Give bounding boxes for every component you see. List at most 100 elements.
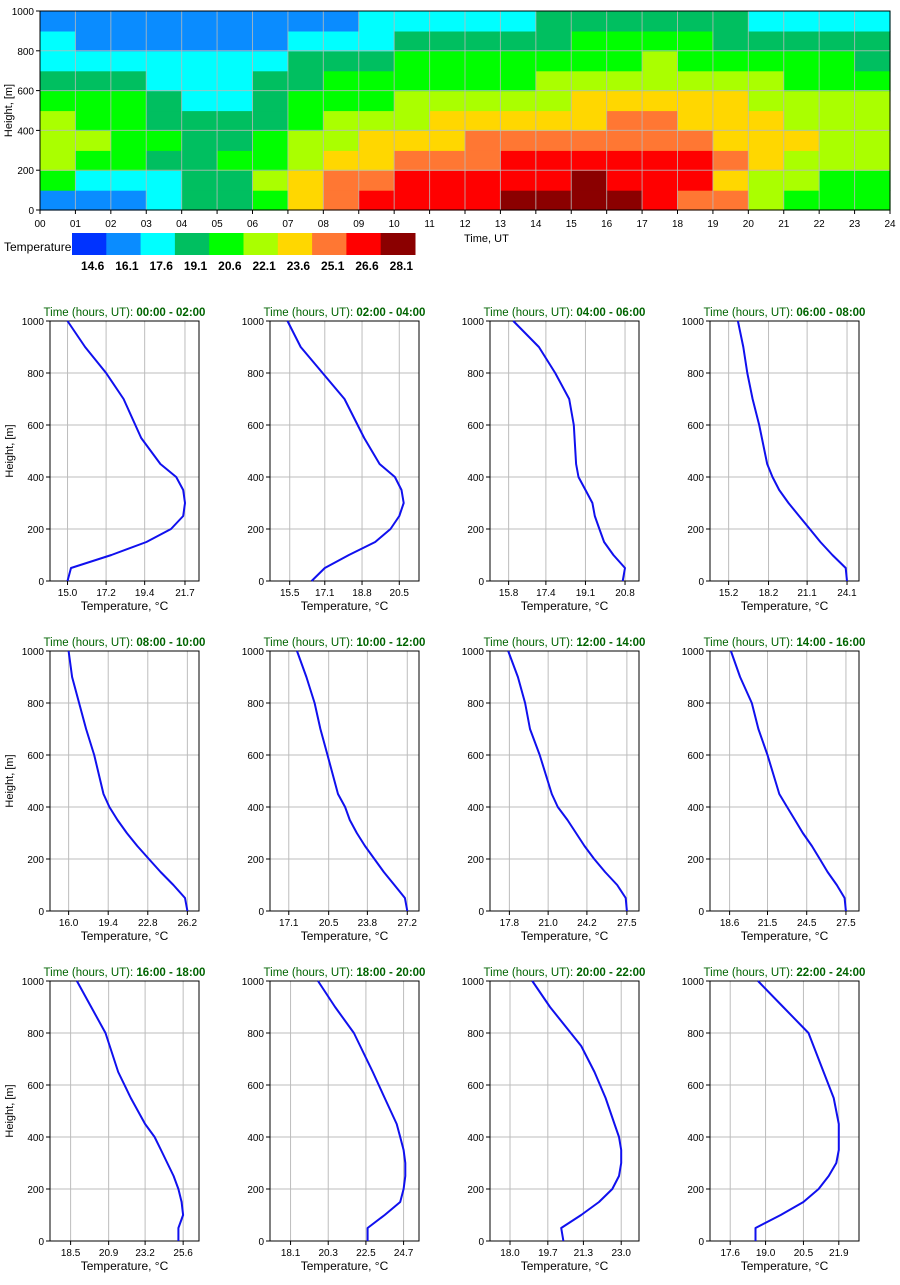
profile-x-axis-label: Temperature, °C [301, 599, 389, 613]
profile-panel: Time (hours, UT): 22:00 - 24:00 0 200 400 60… [682, 967, 866, 1273]
profile-frame [489, 320, 640, 582]
heatmap-cell [642, 170, 679, 191]
profile-panel: Time (hours, UT): 02:00 - 04:00 0 200 400 60… [242, 307, 426, 613]
heatmap-y-tick-label: 400 [17, 126, 34, 137]
heatmap-cell [748, 170, 785, 191]
heatmap-x-axis-label: Time, UT [464, 233, 509, 245]
heatmap-cell [146, 150, 183, 171]
heatmap-y-tick-label: 600 [17, 87, 34, 98]
profile-x-tick-label: 19.4 [98, 918, 118, 929]
heatmap-cell [394, 11, 431, 32]
heatmap-cell [110, 11, 147, 32]
heatmap-cell [323, 11, 360, 32]
heatmap-cell [146, 190, 183, 211]
profile-y-tick-label: 800 [467, 369, 484, 380]
profile-y-tick-label: 800 [27, 369, 44, 380]
profile-title-prefix: Time (hours, UT): [704, 637, 797, 649]
heatmap-cell [500, 30, 537, 52]
heatmap-cell [217, 130, 254, 151]
profile-x-tick-label: 20.5 [794, 1248, 814, 1259]
profile-panel: Time (hours, UT): 08:00 - 10:00 0 200 400 60… [4, 637, 205, 943]
heatmap-cell [642, 11, 679, 32]
heatmap-cell [181, 30, 218, 52]
profile-y-tick-label: 0 [478, 1237, 484, 1248]
profile-y-tick-label: 200 [467, 525, 484, 536]
profile-y-tick-label: 1000 [242, 647, 265, 658]
profile-y-tick-label: 600 [687, 1081, 704, 1092]
heatmap-cell [217, 150, 254, 171]
heatmap-cell [394, 90, 431, 112]
heatmap-cell [535, 130, 572, 151]
heatmap-cell [110, 170, 147, 191]
colorbar-tick-label: 19.1 [184, 259, 208, 273]
profile-title-prefix: Time (hours, UT): [44, 307, 137, 319]
heatmap-cell [854, 70, 891, 92]
profile-title-prefix: Time (hours, UT): [704, 307, 797, 319]
profile-y-tick-label: 600 [247, 421, 264, 432]
profile-y-tick-label: 800 [687, 699, 704, 710]
heatmap-cell [535, 11, 572, 32]
heatmap-cell [854, 130, 891, 151]
profile-x-tick-label: 19.1 [576, 588, 596, 599]
profile-y-tick-label: 600 [467, 421, 484, 432]
heatmap-cell [535, 90, 572, 112]
heatmap-x-tick-label: 08 [318, 219, 330, 230]
heatmap-cell [677, 30, 714, 52]
heatmap-cell [465, 170, 502, 191]
profile-y-tick-label: 0 [38, 907, 44, 918]
heatmap-cell [819, 11, 856, 32]
heatmap-cell [394, 170, 431, 191]
profile-y-tick-label: 600 [27, 751, 44, 762]
profile-x-tick-label: 19.7 [538, 1248, 558, 1259]
heatmap-x-tick-label: 00 [34, 219, 46, 230]
heatmap-cell [677, 11, 714, 32]
heatmap-cell [465, 190, 502, 211]
profile-title-prefix: Time (hours, UT): [704, 967, 797, 979]
profile-y-tick-label: 1000 [22, 317, 45, 328]
heatmap-cell [748, 90, 785, 112]
heatmap-cell [819, 30, 856, 52]
profile-y-tick-label: 200 [247, 525, 264, 536]
profile-y-tick-label: 200 [687, 525, 704, 536]
colorbar-swatch [209, 233, 244, 255]
heatmap-cell [854, 90, 891, 112]
heatmap-cell [571, 50, 608, 72]
heatmap-cell [146, 130, 183, 151]
profile-y-tick-label: 0 [258, 577, 264, 588]
profile-y-tick-label: 0 [698, 907, 704, 918]
heatmap-cell [712, 70, 749, 92]
heatmap-cell [75, 50, 112, 72]
profile-x-tick-label: 20.5 [319, 918, 339, 929]
heatmap-x-tick-label: 06 [247, 219, 259, 230]
heatmap-cell [712, 11, 749, 32]
colorbar-tick-label: 23.6 [287, 259, 311, 273]
profile-x-tick-label: 18.5 [61, 1248, 81, 1259]
profile-x-axis-label: Temperature, °C [301, 929, 389, 943]
heatmap-cell [606, 90, 643, 112]
profile-y-tick-label: 0 [698, 1237, 704, 1248]
heatmap-cell [217, 30, 254, 52]
heatmap-cell [429, 11, 466, 32]
profile-x-tick-label: 16.0 [59, 918, 79, 929]
heatmap-cell [323, 90, 360, 112]
profile-title-range: 06:00 - 08:00 [796, 307, 865, 319]
profile-x-tick-label: 17.2 [96, 588, 116, 599]
profile-y-axis-label: Height, [m] [4, 754, 16, 807]
profile-title: Time (hours, UT): 06:00 - 08:00 [704, 307, 866, 319]
colorbar-swatch [277, 233, 313, 255]
colorbar-swatch [243, 233, 279, 255]
profile-y-tick-label: 1000 [462, 647, 485, 658]
heatmap-cell [606, 190, 643, 211]
heatmap-x-tick-label: 10 [389, 219, 401, 230]
profile-x-tick-label: 22.8 [138, 918, 158, 929]
profile-frame [269, 980, 420, 1242]
heatmap-cell [712, 30, 749, 52]
profile-temperature-line [286, 320, 405, 582]
heatmap-cell [323, 190, 360, 211]
heatmap-cell [854, 110, 891, 131]
colorbar-tick-label: 28.1 [390, 259, 414, 273]
heatmap-cell [465, 90, 502, 112]
heatmap-cell [642, 110, 679, 131]
heatmap-cell [287, 90, 324, 112]
